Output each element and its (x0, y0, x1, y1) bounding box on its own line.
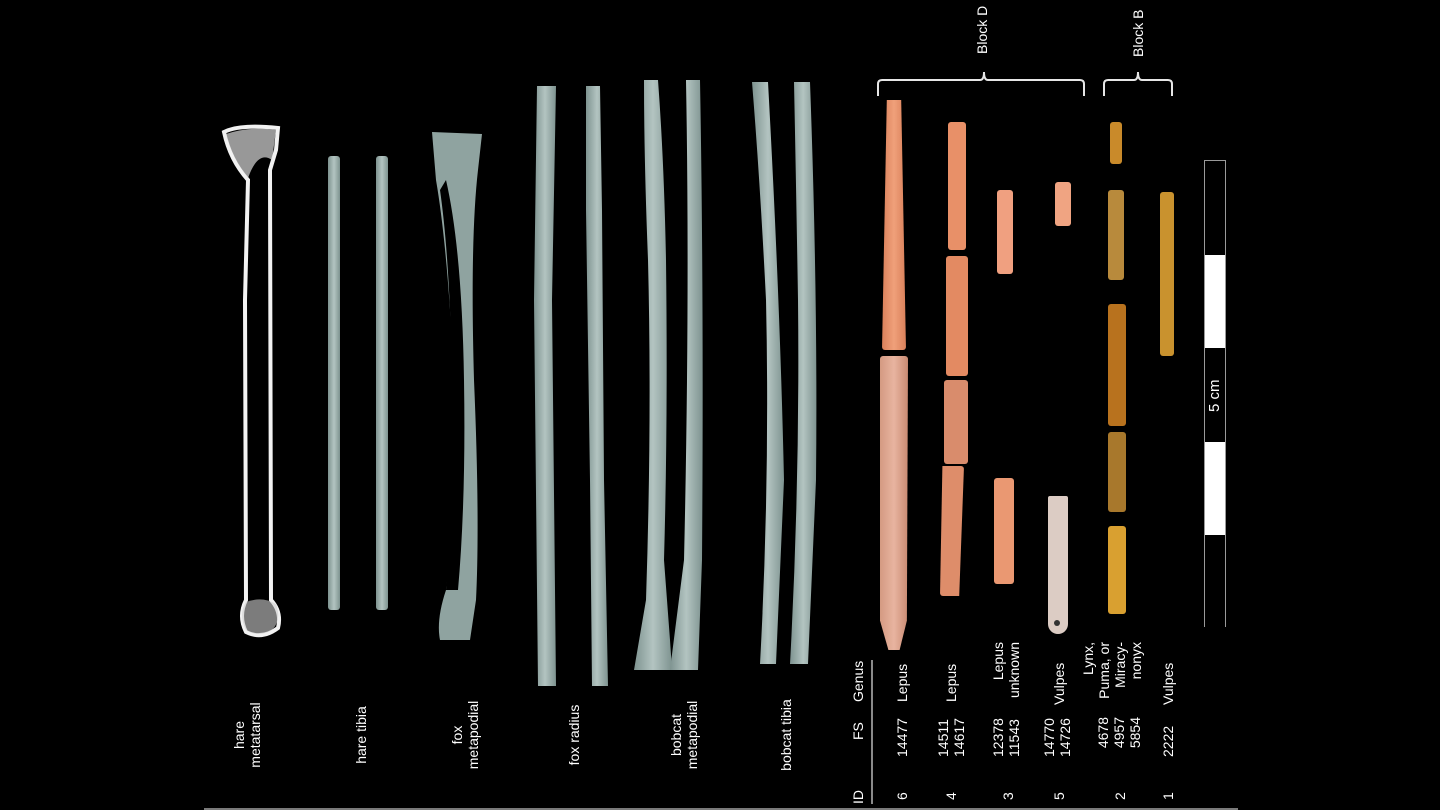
scale-bar-label: 5 cm (1206, 379, 1223, 412)
artifact-2-seg2 (1108, 190, 1124, 280)
bobcat-metapodial-scan-b (670, 80, 703, 670)
label-line: metapodial (465, 700, 481, 770)
label-line: bobcat tibia (778, 699, 794, 771)
row-1-genus: Vulpes (1160, 662, 1176, 705)
artifact-3-lower (994, 478, 1014, 584)
artifact-2-seg1 (1110, 122, 1122, 164)
row-1-id: 1 (1160, 792, 1176, 800)
artifact-4-seg1 (948, 122, 966, 250)
scale-bar (1204, 160, 1226, 627)
artifact-5-upper (1055, 182, 1071, 226)
label-line: metatarsal (247, 702, 263, 768)
row-3-id: 3 (1000, 792, 1016, 800)
artifact-6-lower (880, 356, 908, 650)
label-line: hare (231, 720, 247, 750)
artifact-1 (1160, 192, 1174, 356)
fs-line: 4957 (1111, 717, 1127, 749)
block-braces (877, 71, 1173, 96)
row-4-id: 4 (943, 792, 959, 800)
fs-line: 14770 (1041, 718, 1057, 757)
row-5-genus: Vulpes (1051, 662, 1067, 705)
header-fs: FS (850, 722, 866, 740)
hare-metatarsal-scan (221, 124, 282, 638)
fs-line: 12378 (990, 718, 1006, 757)
row-6-genus: Lepus (894, 663, 910, 702)
artifact-2-seg5 (1108, 526, 1126, 614)
fs-line: 14511 (935, 719, 951, 757)
artifact-2-seg4 (1108, 432, 1126, 512)
row-4-fs: 14511 14617 (935, 718, 967, 757)
block-d-label: Block D (974, 5, 990, 54)
fox-radius-scan-b (586, 86, 608, 686)
fs-line: 5854 (1127, 717, 1143, 749)
ct-scan-panel (221, 80, 817, 686)
row-2-genus: Lynx, Puma, or Miracy- nonyx (1080, 642, 1144, 706)
genus-line: Miracy- (1112, 642, 1128, 688)
artifact-2-seg3 (1108, 304, 1126, 426)
label-line: fox radius (566, 704, 582, 766)
scale-seg (1205, 442, 1225, 535)
label-fox-metapodial: fox metapodial (449, 685, 481, 785)
fs-line: 14617 (951, 718, 967, 757)
label-line: metapodial (684, 700, 700, 770)
label-line: fox (449, 725, 465, 745)
fox-metapodial-scan (432, 132, 482, 640)
row-3-fs: 12378 11543 (990, 718, 1022, 757)
scale-seg (1205, 348, 1225, 442)
genus-line: Lynx, (1080, 642, 1096, 675)
label-fox-radius: fox radius (566, 685, 582, 785)
artifact-4-seg4 (940, 466, 964, 596)
label-bobcat-tibia: bobcat tibia (778, 685, 794, 785)
artifact-5-lower (1048, 496, 1068, 634)
artifact-3-upper (997, 190, 1013, 274)
bottom-rule (204, 808, 1238, 810)
scale-seg (1205, 535, 1225, 627)
hare-tibia-scan-b (376, 156, 388, 610)
row-6-id: 6 (894, 792, 910, 800)
fox-radius-scan-a (534, 86, 556, 686)
row-3-genus: Lepus unknown (990, 642, 1022, 704)
row-4-genus: Lepus (943, 663, 959, 702)
header-genus: Genus (850, 660, 866, 702)
row-2-fs: 4678 4957 5854 (1095, 717, 1143, 757)
artifact-4-seg2 (946, 256, 968, 376)
scale-seg (1205, 161, 1225, 255)
label-hare-metatarsal: hare metatarsal (231, 685, 263, 785)
hare-tibia-scan-a (328, 156, 340, 610)
table-header-divider (871, 660, 873, 804)
label-bobcat-metapodial: bobcat metapodial (668, 685, 700, 785)
label-line: bobcat (668, 713, 684, 757)
bobcat-tibia-scan-b (790, 82, 817, 664)
row-2-id: 2 (1112, 792, 1128, 800)
row-6-fs: 14477 (894, 718, 910, 757)
block-b-label: Block B (1130, 9, 1146, 57)
fs-line: 11543 (1006, 719, 1022, 757)
artifact-6-upper (882, 100, 906, 350)
artifact-4-seg3 (944, 380, 968, 464)
fs-line: 14726 (1057, 718, 1073, 757)
fs-line: 4678 (1095, 717, 1111, 749)
header-id: ID (850, 790, 866, 804)
artifact-5-hole (1054, 620, 1060, 626)
row-1-fs: 2222 (1160, 725, 1176, 757)
label-hare-tibia: hare tibia (353, 685, 369, 785)
genus-line: Puma, or (1096, 642, 1112, 699)
scale-seg (1205, 255, 1225, 348)
genus-line: nonyx (1128, 642, 1144, 680)
bobcat-metapodial-scan-a (634, 80, 672, 670)
genus-line: unknown (1006, 642, 1022, 699)
bobcat-tibia-scan-a (752, 82, 784, 664)
genus-line: Lepus (990, 642, 1006, 681)
row-5-fs: 14770 14726 (1041, 718, 1073, 757)
row-5-id: 5 (1051, 792, 1067, 800)
label-line: hare tibia (353, 706, 369, 764)
